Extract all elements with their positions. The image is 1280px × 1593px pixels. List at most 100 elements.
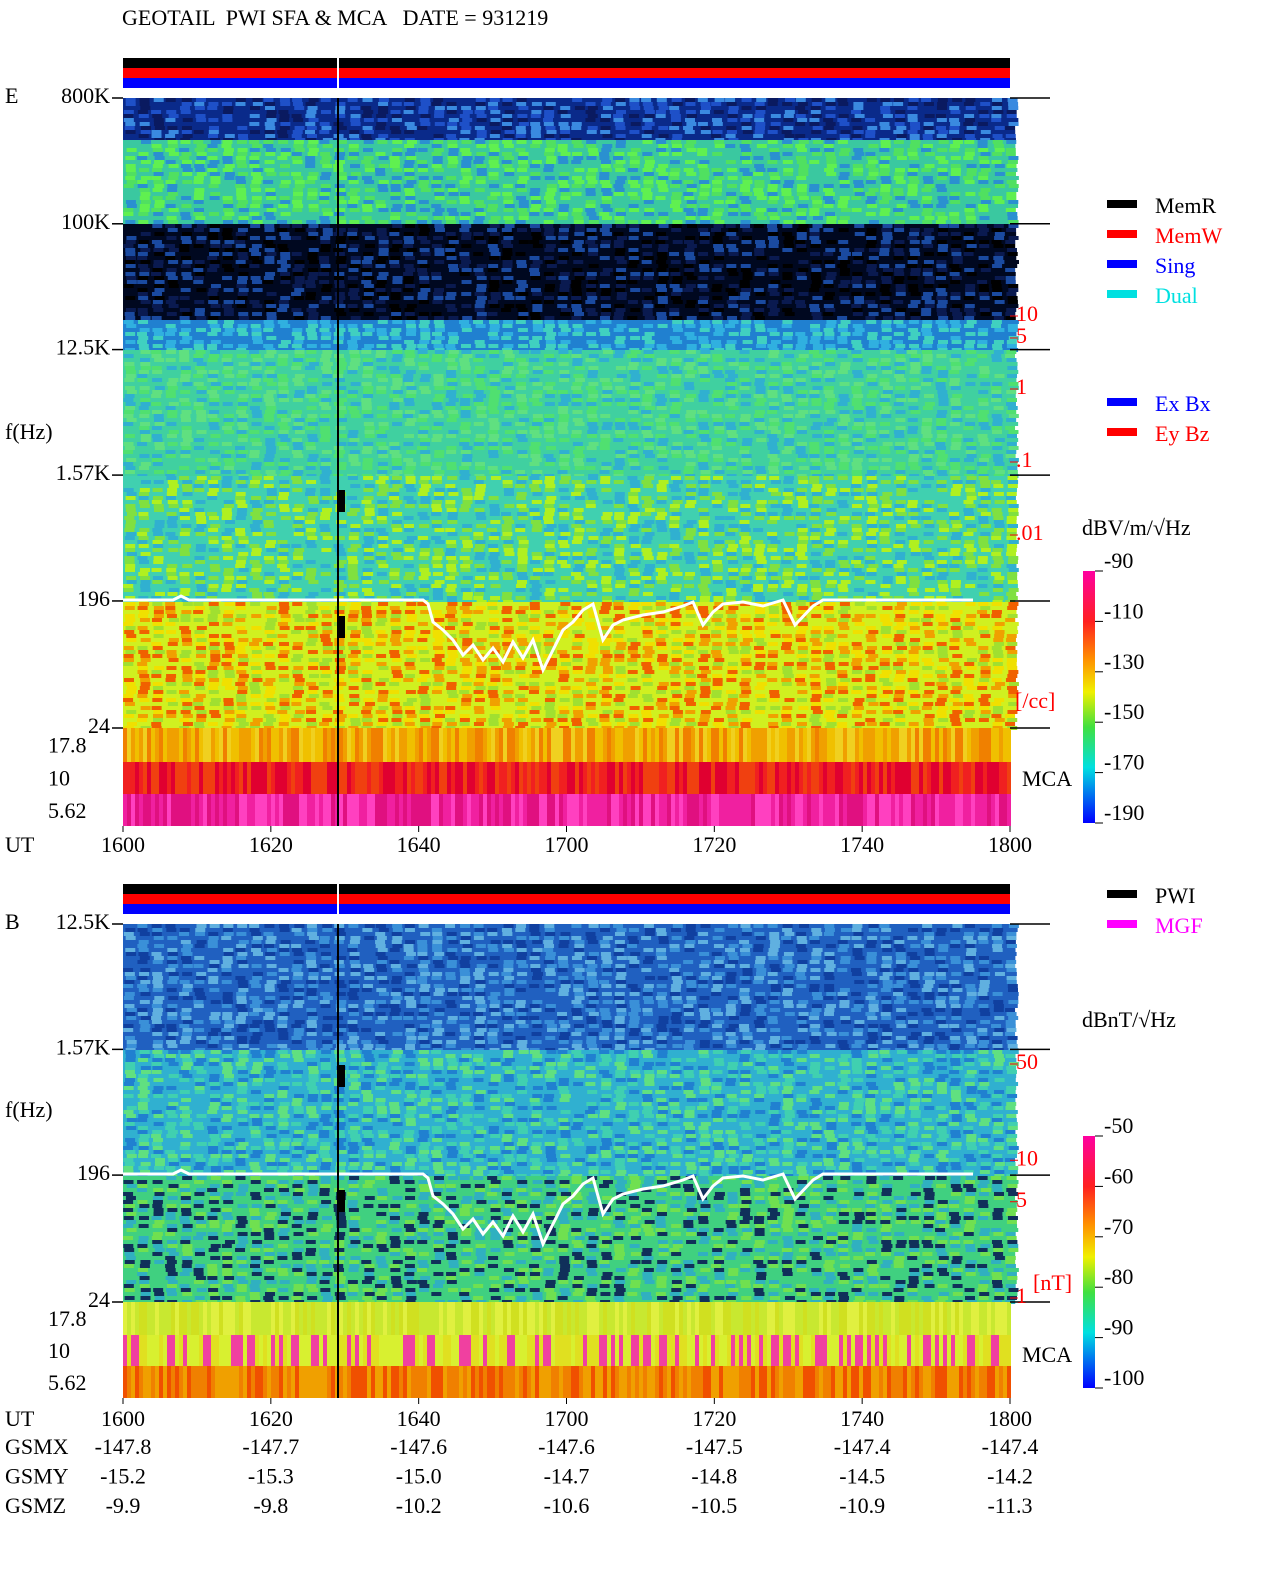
spectrum-pixel [965, 382, 976, 386]
spectrum-pixel [140, 236, 151, 240]
spectrum-pixel [783, 256, 794, 260]
spectrum-pixel [739, 196, 750, 200]
spectrum-pixel [252, 336, 263, 340]
spectrum-pixel [670, 118, 681, 122]
spectrum-pixel [798, 324, 809, 328]
spectrum-pixel [502, 280, 513, 284]
spectrum-pixel [795, 280, 806, 284]
spectrum-pixel [459, 374, 470, 378]
spectrum-pixel [420, 134, 431, 138]
spectrum-pixel [809, 394, 820, 398]
spectrum-pixel [853, 168, 864, 172]
spectrum-pixel [629, 260, 640, 264]
spectrum-pixel [320, 264, 331, 268]
spectrum-pixel [319, 130, 330, 134]
spectrum-pixel [586, 98, 597, 102]
spectrum-pixel [656, 312, 667, 316]
spectrum-pixel [992, 366, 1003, 370]
spectrum-pixel [644, 370, 655, 374]
spectrum-pixel [739, 350, 750, 354]
spectrum-pixel [364, 224, 375, 228]
spectrum-pixel [223, 300, 234, 304]
spectrum-pixel [754, 378, 765, 382]
spectrum-pixel [532, 394, 543, 398]
spectrum-pixel [403, 244, 414, 248]
spectrum-pixel [404, 130, 415, 134]
spectrum-pixel [349, 188, 360, 192]
spectrum-pixel [459, 340, 470, 344]
spectrum-pixel [307, 188, 318, 192]
spectrum-pixel [965, 288, 976, 292]
spectrum-pixel [151, 208, 162, 212]
spectrum-pixel [361, 102, 372, 106]
spectrum-pixel [767, 130, 778, 134]
spectrum-pixel [966, 402, 977, 406]
spectrum-pixel [742, 180, 753, 184]
spectrum-pixel [837, 402, 848, 406]
spectrum-pixel [306, 390, 317, 394]
spectrum-pixel [347, 102, 358, 106]
spectrum-pixel [615, 224, 626, 228]
spectrum-pixel [851, 160, 862, 164]
spectrum-pixel [851, 398, 862, 402]
spectrum-pixel [881, 216, 892, 220]
spectrum-pixel [123, 188, 134, 192]
spectrum-pixel [854, 224, 865, 228]
spectrum-pixel [166, 312, 177, 316]
spectrum-pixel [502, 350, 513, 354]
spectrum-pixel [879, 122, 890, 126]
spectrum-pixel [599, 110, 610, 114]
spectrum-pixel [725, 402, 736, 406]
spectrum-pixel [139, 102, 150, 106]
spectrum-pixel [629, 390, 640, 394]
spectrum-pixel [490, 216, 501, 220]
spectrum-pixel [305, 394, 316, 398]
spectrum-pixel [1008, 236, 1019, 240]
spectrum-pixel [728, 228, 739, 232]
spectrum-pixel [559, 288, 570, 292]
spectrum-pixel [768, 354, 779, 358]
spectrum-pixel [125, 220, 136, 224]
spectrum-pixel [490, 180, 501, 184]
spectrum-pixel [671, 180, 682, 184]
spectrum-pixel [713, 172, 724, 176]
spectrum-pixel [839, 382, 850, 386]
spectrum-pixel [571, 386, 582, 390]
spectrum-pixel [391, 130, 402, 134]
spectrum-pixel [851, 122, 862, 126]
spectrum-pixel [993, 336, 1004, 340]
spectrum-pixel [308, 98, 319, 102]
spectrum-pixel [853, 374, 864, 378]
spectrum-pixel [966, 244, 977, 248]
spectrum-pixel [630, 288, 641, 292]
spectrum-pixel [573, 344, 584, 348]
spectrum-pixel [894, 374, 905, 378]
spectrum-pixel [307, 386, 318, 390]
spectrum-pixel [642, 308, 653, 312]
spectrum-pixel [266, 118, 277, 122]
spectrum-pixel [725, 260, 736, 264]
spectrum-pixel [965, 312, 976, 316]
spectrum-pixel [347, 340, 358, 344]
spectrum-pixel [502, 114, 513, 118]
spectrum-pixel [686, 200, 697, 204]
spectrum-pixel [235, 102, 246, 106]
spectrum-pixel [293, 192, 304, 196]
spectrum-pixel [600, 248, 611, 252]
spectrum-pixel [728, 106, 739, 110]
spectrum-pixel [714, 362, 725, 366]
spectrum-pixel [209, 402, 220, 406]
spectrum-pixel [391, 134, 402, 138]
spectrum-pixel [518, 340, 529, 344]
spectrum-pixel [935, 144, 946, 148]
spectrum-pixel [571, 176, 582, 180]
spectrum-pixel [727, 328, 738, 332]
spectrum-pixel [530, 152, 541, 156]
spectrum-pixel [712, 284, 723, 288]
spectrum-pixel [165, 180, 176, 184]
spectrum-pixel [137, 256, 148, 260]
spectrum-pixel [378, 106, 389, 110]
spectrum-pixel [867, 106, 878, 110]
spectrum-pixel [713, 244, 724, 248]
spectrum-pixel [643, 382, 654, 386]
